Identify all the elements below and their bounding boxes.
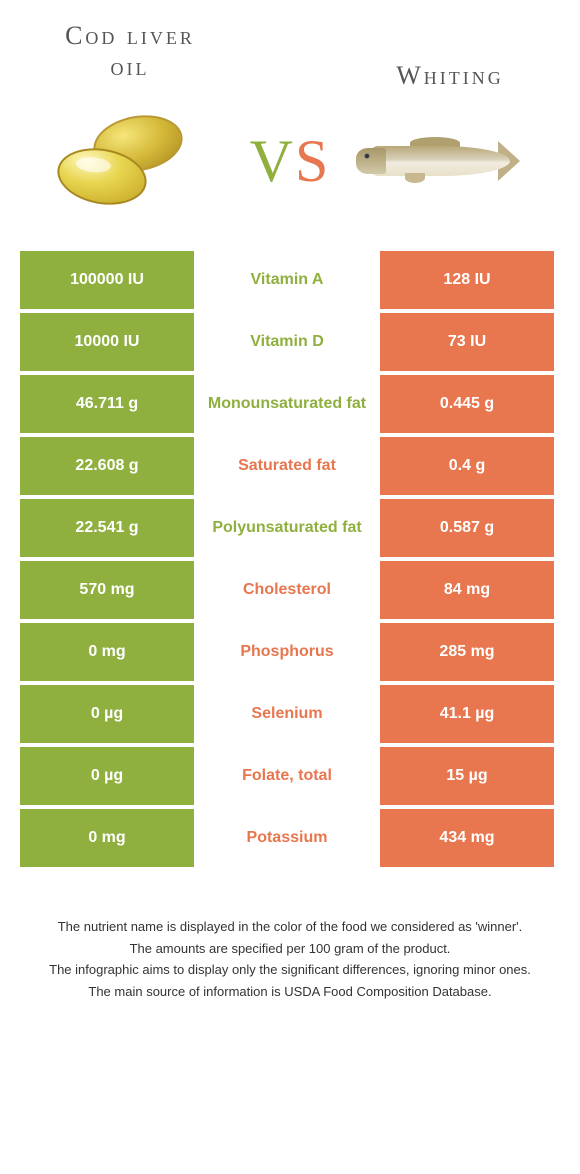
footnote-line: The main source of information is USDA F… (30, 982, 550, 1002)
right-value: 0.445 g (376, 375, 554, 433)
right-value: 434 mg (376, 809, 554, 867)
table-row: 0 µgSelenium41.1 µg (20, 685, 560, 743)
left-value: 570 mg (20, 561, 198, 619)
nutrient-label: Vitamin D (198, 313, 376, 371)
nutrient-label: Monounsaturated fat (198, 375, 376, 433)
left-value: 0 µg (20, 747, 198, 805)
footnote-line: The infographic aims to display only the… (30, 960, 550, 980)
food-image-right (350, 101, 520, 221)
left-value: 10000 IU (20, 313, 198, 371)
vs-s: S (295, 128, 330, 194)
nutrient-label: Vitamin A (198, 251, 376, 309)
table-row: 570 mgCholesterol84 mg (20, 561, 560, 619)
nutrient-label: Polyunsaturated fat (198, 499, 376, 557)
nutrient-label: Cholesterol (198, 561, 376, 619)
left-value: 0 µg (20, 685, 198, 743)
table-row: 0 mgPotassium434 mg (20, 809, 560, 867)
footnotes: The nutrient name is displayed in the co… (30, 917, 550, 1001)
table-row: 22.541 gPolyunsaturated fat0.587 g (20, 499, 560, 557)
table-row: 22.608 gSaturated fat0.4 g (20, 437, 560, 495)
right-value: 0.4 g (376, 437, 554, 495)
footnote-line: The nutrient name is displayed in the co… (30, 917, 550, 937)
table-row: 100000 IUVitamin A128 IU (20, 251, 560, 309)
left-value: 0 mg (20, 809, 198, 867)
right-value: 84 mg (376, 561, 554, 619)
right-value: 41.1 µg (376, 685, 554, 743)
left-value: 100000 IU (20, 251, 198, 309)
left-value: 22.608 g (20, 437, 198, 495)
food-title-right: Whiting (350, 60, 550, 91)
vs-label: VS (250, 127, 331, 196)
right-value: 0.587 g (376, 499, 554, 557)
food-left-line2: oil (111, 52, 150, 81)
table-row: 0 mgPhosphorus285 mg (20, 623, 560, 681)
nutrient-label: Potassium (198, 809, 376, 867)
vs-v: V (250, 128, 295, 194)
images-row: VS (0, 91, 580, 251)
left-value: 22.541 g (20, 499, 198, 557)
left-value: 46.711 g (20, 375, 198, 433)
right-value: 285 mg (376, 623, 554, 681)
comparison-table: 100000 IUVitamin A128 IU10000 IUVitamin … (20, 251, 560, 867)
right-value: 73 IU (376, 313, 554, 371)
left-value: 0 mg (20, 623, 198, 681)
right-value: 15 µg (376, 747, 554, 805)
table-row: 46.711 gMonounsaturated fat0.445 g (20, 375, 560, 433)
food-right-line1: Whiting (396, 61, 504, 90)
nutrient-label: Folate, total (198, 747, 376, 805)
nutrient-label: Phosphorus (198, 623, 376, 681)
nutrient-label: Saturated fat (198, 437, 376, 495)
food-image-left (60, 101, 230, 221)
food-left-line1: Cod liver (65, 21, 195, 50)
header: Cod liver oil Whiting (0, 0, 580, 91)
right-value: 128 IU (376, 251, 554, 309)
nutrient-label: Selenium (198, 685, 376, 743)
food-title-left: Cod liver oil (30, 20, 230, 82)
table-row: 0 µgFolate, total15 µg (20, 747, 560, 805)
footnote-line: The amounts are specified per 100 gram o… (30, 939, 550, 959)
table-row: 10000 IUVitamin D73 IU (20, 313, 560, 371)
